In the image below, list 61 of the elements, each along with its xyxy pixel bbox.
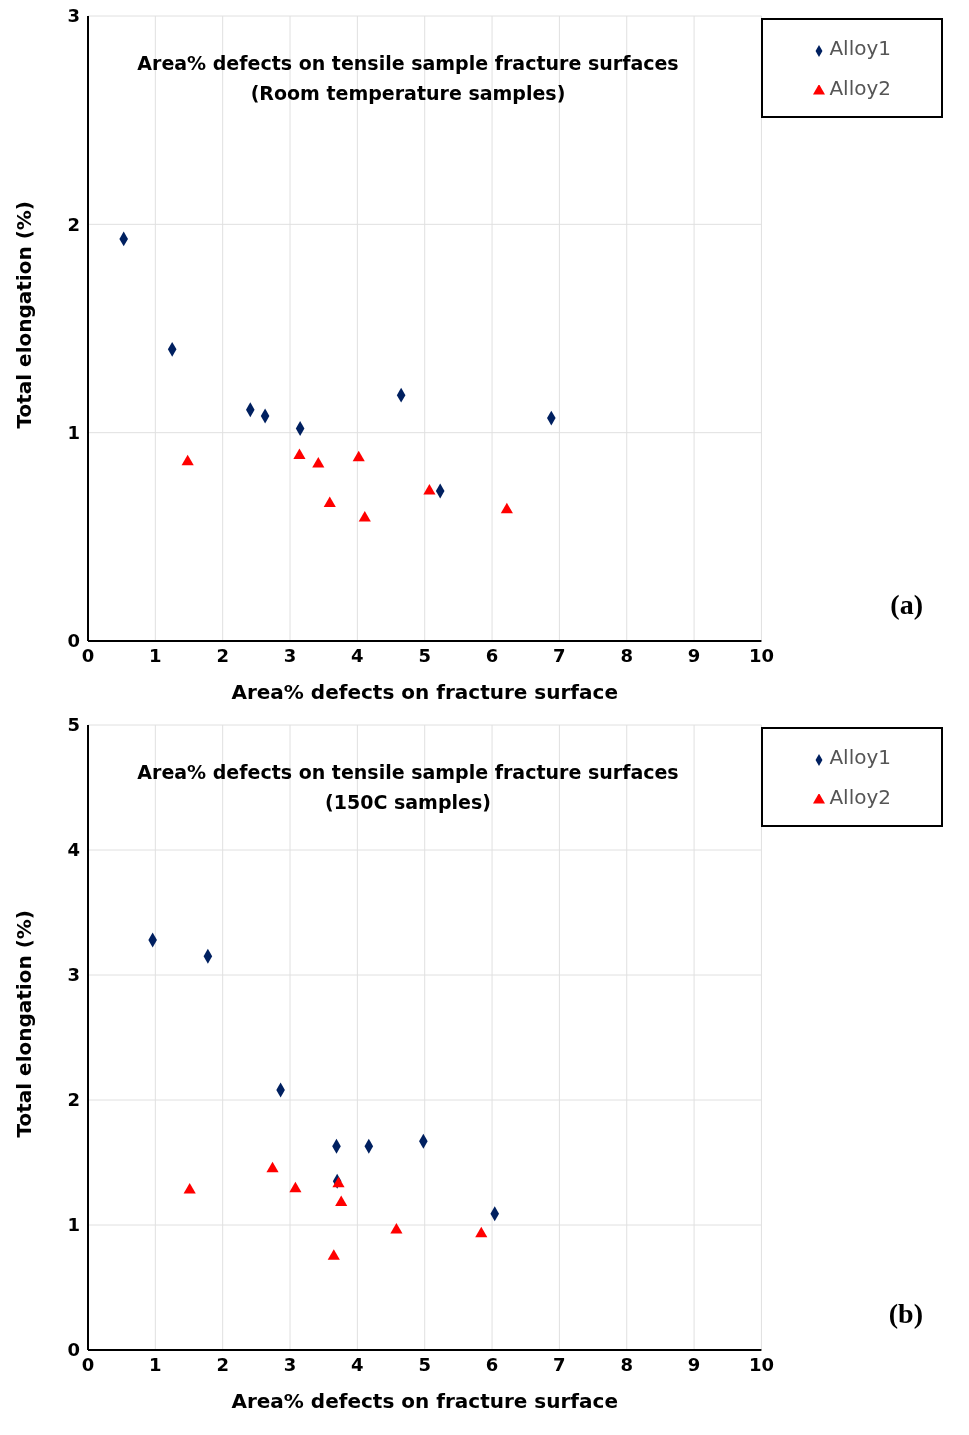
y-tick-label: 1 xyxy=(67,422,80,444)
y-tick-label: 3 xyxy=(67,5,80,27)
point xyxy=(358,511,371,522)
point xyxy=(335,1195,348,1207)
y-axis-title: Total elongation (%) xyxy=(12,201,37,429)
x-tick-label: 8 xyxy=(620,644,633,666)
point xyxy=(323,496,336,508)
x-tick-label: 6 xyxy=(485,1353,499,1375)
text: (150C samples) xyxy=(324,790,492,815)
point xyxy=(181,454,194,466)
x-axis-title: Area% defects on fracture surface xyxy=(231,1389,618,1413)
point xyxy=(500,502,513,514)
y-tick-label: 3 xyxy=(67,964,80,986)
x-tick-label: 1 xyxy=(149,1353,162,1375)
y-tick-label: 2 xyxy=(67,1089,80,1111)
y-axis-title: Total elongation (%) xyxy=(12,910,37,1138)
x-axis-title: Area% defects on fracture surface xyxy=(231,680,618,704)
text: Area% defects on tensile sample fracture surfaces xyxy=(136,760,680,785)
text: (a) xyxy=(890,589,923,621)
x-tick-label: 7 xyxy=(553,1353,566,1375)
x-tick-label: 8 xyxy=(620,1353,633,1375)
text: Area% defects on tensile sample fracture surfaces xyxy=(136,51,680,76)
y-tick-label: 1 xyxy=(67,1214,80,1236)
point xyxy=(423,483,436,495)
point xyxy=(327,1249,340,1260)
text: (b) xyxy=(888,1298,923,1330)
y-tick-label: 2 xyxy=(67,213,80,235)
point xyxy=(312,456,325,468)
legend-label: Alloy1 xyxy=(829,745,891,769)
legend-label: Alloy1 xyxy=(829,36,891,60)
point xyxy=(390,1222,403,1234)
y-tick-label: 0 xyxy=(67,1339,80,1361)
y-tick-label: 4 xyxy=(67,839,80,861)
legend-label: Alloy2 xyxy=(829,785,891,809)
y-tick-label: 0 xyxy=(67,630,80,652)
x-tick-label: 3 xyxy=(283,1353,297,1375)
x-tick-label: 2 xyxy=(216,644,229,666)
x-tick-label: 10 xyxy=(748,644,774,666)
x-tick-label: 3 xyxy=(283,644,297,666)
x-tick-label: 5 xyxy=(418,1353,431,1375)
point xyxy=(352,450,365,462)
x-tick-label: 2 xyxy=(216,1353,229,1375)
x-tick-label: 0 xyxy=(81,1353,95,1375)
x-tick-label: 1 xyxy=(149,644,162,666)
point xyxy=(475,1226,488,1238)
text: (Room temperature samples) xyxy=(249,81,567,106)
legend-label: Alloy2 xyxy=(829,76,891,100)
x-tick-label: 4 xyxy=(351,644,364,666)
x-tick-label: 4 xyxy=(351,1353,364,1375)
point xyxy=(266,1161,279,1173)
point xyxy=(183,1182,196,1194)
x-tick-label: 10 xyxy=(748,1353,774,1375)
point xyxy=(289,1181,302,1193)
x-tick-label: 6 xyxy=(485,644,499,666)
x-tick-label: 9 xyxy=(687,1353,701,1375)
x-tick-label: 0 xyxy=(81,644,95,666)
x-tick-label: 7 xyxy=(553,644,566,666)
x-tick-label: 9 xyxy=(687,644,701,666)
point xyxy=(293,448,306,460)
x-tick-label: 5 xyxy=(418,644,431,666)
y-tick-label: 5 xyxy=(67,714,80,736)
